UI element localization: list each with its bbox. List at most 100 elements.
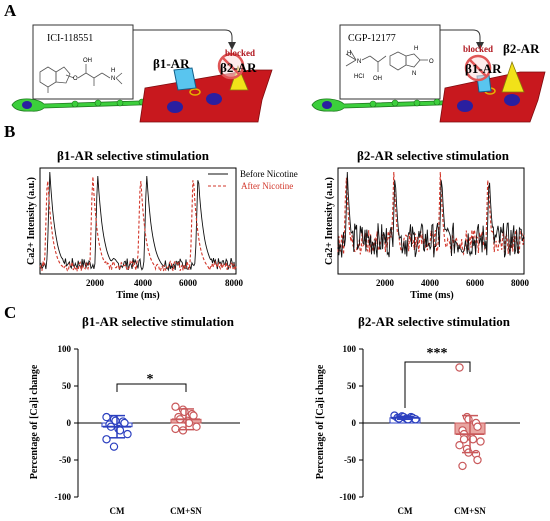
y-tick-label: 50 [62, 381, 72, 391]
panel-a-right: CGP-12177 H N OH HCl O H N [311, 24, 546, 123]
bar-chart-beta1-sig-bracket [116, 383, 187, 392]
beta2-label-left: β2-AR [220, 60, 257, 75]
data-point [171, 402, 180, 411]
data-point [455, 441, 464, 450]
y-tick-label: 0 [67, 418, 72, 428]
y-tick-label: 100 [343, 344, 357, 354]
bar-chart-beta2-sig: *** [427, 346, 448, 361]
y-tick-label: -100 [340, 492, 357, 502]
y-tick-label: -50 [344, 455, 356, 465]
myocyte-right [439, 71, 546, 123]
myocyte-left-nucleus-2 [206, 93, 222, 105]
bar-chart-beta1-sig: * [147, 372, 154, 387]
panel-a-letter: A [4, 1, 17, 20]
drug-box-left [32, 24, 134, 100]
trace-chart-beta1-xlabel: Time (ms) [116, 290, 159, 301]
myocyte-left [139, 69, 273, 123]
bar-chart-beta2-title: β2-AR selective stimulation [358, 314, 511, 329]
bar-chart-beta2-ylabel: Percentage of [Ca]i change [315, 364, 326, 479]
data-point [473, 455, 482, 465]
myocyte-right-nucleus-2 [504, 94, 520, 106]
trace-chart-beta1-ylabel: Ca2+ Intensity (a.u.) [26, 177, 37, 265]
trace-chart-beta2-xtick-2: 4000 [421, 278, 440, 288]
bar-chart-beta1-marks [101, 402, 202, 451]
trace-chart-beta1-xtick-4: 8000 [225, 278, 244, 288]
legend-after-label: After Nicotine [241, 181, 293, 191]
mol-left-o: O [73, 76, 78, 82]
bar-chart-beta1-cat-cmsn: CM+SN [170, 506, 202, 516]
y-tick-label: 100 [58, 344, 72, 354]
data-point [102, 412, 111, 422]
beta1-label-left: β1-AR [153, 56, 190, 71]
bar-chart-beta2-yticks: 100 50 0 -50 -100 [340, 344, 363, 502]
data-point [120, 418, 129, 428]
myocyte-right-nucleus-1 [457, 100, 473, 112]
mol-left-h: H [111, 68, 115, 74]
drug-name-right: CGP-12177 [348, 33, 396, 44]
trace-beta1-after-series [39, 176, 237, 273]
myocyte-left-nucleus-1 [167, 101, 183, 113]
blocked-label-left: blocked [225, 48, 255, 58]
data-point [123, 429, 132, 439]
data-point [473, 422, 482, 431]
bar-chart-beta1-title: β1-AR selective stimulation [82, 314, 235, 329]
mol-right-oh: OH [373, 76, 382, 82]
data-point [102, 435, 111, 444]
mol-right-n1: N [357, 59, 361, 65]
bar-chart-beta2-cat-cm: CM [398, 506, 413, 516]
bar-chart-beta1-yticks: 100 50 0 -50 -100 [55, 344, 78, 502]
drug-name-left: ICI-118551 [47, 33, 93, 44]
data-point [189, 411, 198, 420]
trace-chart-beta2-ylabel: Ca2+ Intensity (a.u.) [324, 177, 335, 265]
mol-right-o: O [429, 59, 434, 65]
panel-b-letter: B [4, 122, 15, 141]
beta2-label-right: β2-AR [503, 41, 540, 56]
data-point [464, 415, 473, 424]
molecule-left [39, 64, 123, 93]
legend-before-label: Before Nicotine [240, 169, 298, 179]
trace-chart-beta1: β1-AR selective stimulation Ca2+ Intensi… [26, 148, 298, 301]
arrow-right [440, 29, 484, 50]
beta1-label-right: β1-AR [465, 61, 502, 76]
beta1-receptor-left [173, 67, 197, 91]
trace-chart-beta1-xtick-3: 6000 [179, 278, 198, 288]
arrow-left [133, 29, 236, 50]
data-point [455, 363, 464, 372]
trace-chart-beta2-title: β2-AR selective stimulation [357, 148, 510, 163]
mol-right-n2: N [412, 71, 416, 77]
bar-chart-beta2: β2-AR selective stimulation Percentage o… [315, 314, 520, 516]
synapse-left [189, 88, 201, 96]
trace-chart-beta1-frame [39, 167, 237, 275]
data-point [109, 442, 119, 451]
bar-chart-beta1-cat-cm: CM [110, 506, 125, 516]
beta2-receptor-right [501, 60, 525, 93]
bar-chart-beta1: β1-AR selective stimulation Percentage o… [29, 314, 240, 516]
panel-c-letter: C [4, 303, 16, 322]
trace-beta2-before-series [337, 171, 525, 258]
data-point [459, 435, 469, 444]
bar-chart-beta2-marks [389, 363, 486, 471]
bar-chart-beta2-cat-cmsn: CM+SN [454, 506, 486, 516]
mol-left-oh: OH [83, 58, 92, 64]
trace-chart-beta2-xtick-1: 2000 [376, 278, 395, 288]
trace-chart-beta2-xlabel: Time (ms) [410, 290, 453, 301]
trace-chart-beta2-frame [337, 167, 525, 275]
trace-chart-beta1-xtick-2: 4000 [134, 278, 153, 288]
data-point [192, 422, 201, 431]
panel-a-left: ICI-118551 OH N H O [11, 24, 273, 123]
y-tick-label: -50 [59, 455, 71, 465]
trace-beta1-before-series [39, 171, 237, 272]
mol-left-n: N [111, 76, 115, 82]
trace-chart-beta1-xtick-1: 2000 [86, 278, 105, 288]
mol-right-h1: H [347, 51, 351, 57]
mol-right-hcl: HCl [354, 74, 364, 80]
molecule-right [345, 49, 428, 72]
y-tick-label: 0 [352, 418, 357, 428]
block-sign-right [464, 54, 492, 82]
bar-chart-beta1-ylabel: Percentage of [Ca]i change [29, 364, 40, 479]
trace-chart-beta1-title: β1-AR selective stimulation [57, 148, 210, 163]
blocked-label-right: blocked [463, 44, 493, 54]
y-tick-label: -100 [55, 492, 72, 502]
mol-right-h2: H [414, 46, 418, 52]
